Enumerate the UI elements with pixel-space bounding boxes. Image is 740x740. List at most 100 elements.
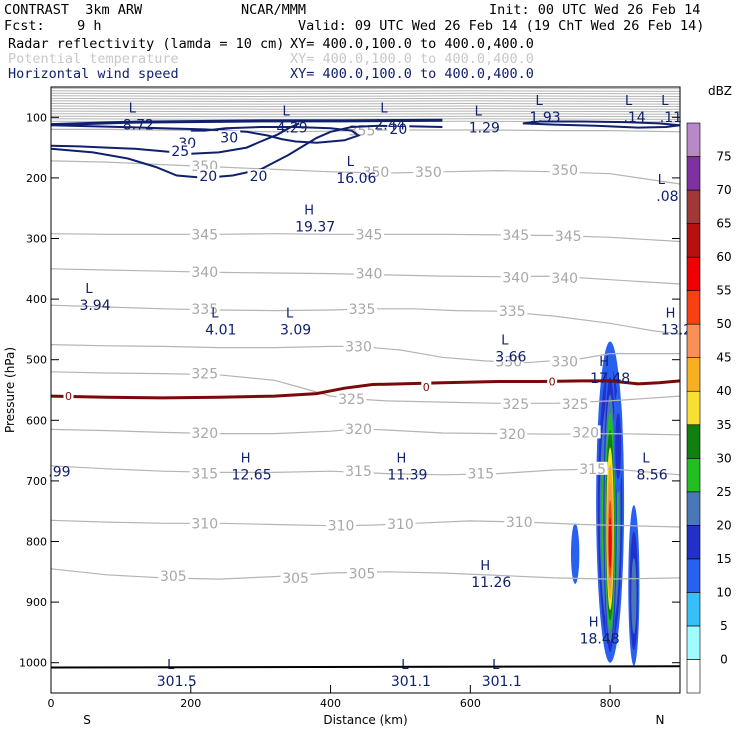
theta-label-335-2: 335 (499, 304, 526, 320)
colorbar-level-45: 45 (716, 351, 731, 365)
wind-label-bg-2-2 (387, 121, 410, 135)
field2-name: Potential temperature (8, 51, 179, 67)
extremum-value-8: .08 (656, 189, 678, 205)
extremum-value-13: 13.2 (661, 322, 692, 338)
theta-label-330-1: 330 (495, 355, 522, 371)
wind-label-20-2-2: 20 (389, 122, 407, 138)
theta-label-345-1: 345 (356, 227, 383, 243)
theta-band-line-12 (50, 118, 681, 120)
extremum-kind-8: L (658, 173, 666, 188)
extremum-value-16: 12.65 (232, 468, 272, 484)
theta-label-bg-305-0 (158, 569, 189, 583)
extremum-kind-2: L (380, 101, 388, 116)
theta-label-bg-315-1 (343, 464, 374, 478)
theta-label-305-0: 305 (160, 569, 187, 585)
theta-band-line-4 (50, 97, 681, 100)
theta-label-325-1: 325 (338, 392, 365, 408)
theta-label-330-0: 330 (345, 339, 372, 355)
extremum-value-19: 11.26 (471, 575, 511, 591)
colorbar-box-14 (686, 189, 701, 224)
y-tick-label-400: 400 (26, 293, 47, 306)
zero-line-layer: 0 0 0 (50, 375, 681, 403)
colorbar-units: dBZ (708, 84, 732, 98)
extremum-kind-14: L (501, 334, 509, 349)
field2-xy: XY= 400.0,100.0 to 400.0,400.0 (290, 51, 534, 67)
theta-label-bg-325-0 (189, 366, 220, 380)
y-tick-label-800: 800 (26, 536, 47, 549)
colorbar-level-75: 75 (716, 150, 731, 164)
theta-label-bg-310-1 (326, 518, 357, 532)
theta-contour-layer: 305 305 305 310 310 310 310 315 315 315 315 320 320 3… (50, 123, 681, 587)
theta-label-325-2: 325 (502, 397, 529, 413)
theta-label-350-2: 350 (415, 165, 442, 181)
zero-label-2: 0 (549, 376, 556, 389)
colorbar-box-3 (686, 558, 701, 593)
theta-label-bg-325-3 (560, 396, 591, 410)
extremum-value-11: 4.01 (205, 322, 236, 338)
theta-label-bg-325-1 (336, 392, 367, 406)
extremum-value-17: 11.39 (387, 468, 427, 484)
colorbar-level-50: 50 (716, 317, 731, 331)
wind-contour-30-0 (50, 124, 361, 144)
extremum-value-5: .14 (623, 110, 645, 126)
theta-label-340-3: 340 (551, 271, 578, 287)
extremum-value-3: 1.29 (469, 120, 500, 136)
theta-label-350-3: 350 (551, 163, 578, 179)
extremum-kind-5: L (625, 94, 633, 109)
wind-label-30-0-1: 30 (220, 130, 238, 146)
extremum-kind-15: H (599, 355, 609, 370)
wind-label-bg-1-0 (169, 144, 192, 158)
extremum-value-9: 19.37 (295, 219, 335, 235)
field1-xy: XY= 400.0,100.0 to 400.0,400.0 (290, 36, 534, 52)
reflectivity-cell-1-55 (608, 517, 612, 569)
zero-label-bg-2 (547, 375, 558, 387)
reflectivity-cell-4-15 (615, 412, 622, 480)
reflectivity-cell-3-10 (570, 523, 580, 584)
extremum-value-0: 8.72 (123, 117, 154, 133)
theta-label-bg-315-3 (577, 461, 608, 475)
y-tick-label-300: 300 (26, 233, 47, 246)
extremum-kind-1: L (282, 104, 290, 119)
theta-band-line-1 (50, 90, 681, 92)
extremum-kind-11: L (211, 306, 219, 321)
theta-label-bg-350-3 (549, 163, 580, 177)
theta-label-310-2: 310 (387, 517, 414, 533)
colorbar-level-5: 5 (720, 619, 728, 633)
extremum-kind-16: H (241, 452, 251, 467)
theta-label-bg-335-0 (189, 301, 220, 315)
extremum-value-12: 3.09 (280, 322, 311, 338)
theta-label-345-0: 345 (191, 227, 218, 243)
colorbar-box-6 (686, 457, 701, 493)
theta-label-bg-335-1 (347, 301, 378, 315)
extremum-value-21: 301.5 (157, 674, 197, 690)
wind-label-25-1-0: 25 (171, 144, 189, 160)
theta-contour-335 (50, 304, 681, 335)
colorbar-level-0: 0 (720, 652, 728, 666)
colorbar-box-8 (686, 390, 701, 426)
colorbar-level-30: 30 (716, 451, 731, 465)
theta-label-340-1: 340 (356, 267, 383, 283)
extremum-kind-12: L (286, 306, 294, 321)
extremum-value-23: 301.1 (482, 674, 522, 690)
theta-label-335-0: 335 (191, 302, 218, 318)
theta-label-bg-325-2 (500, 396, 531, 410)
theta-label-bg-345-3 (553, 229, 584, 243)
field3-xy: XY= 400.0,100.0 to 400.0,400.0 (290, 66, 534, 82)
extremum-value-10: 3.94 (79, 298, 110, 314)
theta-label-bg-320-3 (570, 425, 601, 439)
theta-label-bg-320-0 (189, 426, 220, 440)
theta-label-345-2: 345 (502, 228, 529, 244)
y-tick-label-700: 700 (26, 475, 47, 488)
colorbar-level-70: 70 (716, 183, 731, 197)
theta-label-305-1: 305 (282, 571, 309, 587)
theta-label-bg-330-0 (343, 339, 374, 353)
colorbar-level-65: 65 (716, 217, 731, 231)
theta-label-335-1: 335 (349, 302, 376, 318)
extremum-kind-17: H (397, 452, 407, 467)
extremum-value-7: 16.06 (336, 171, 376, 187)
colorbar-level-10: 10 (716, 585, 731, 599)
extremum-kind-13: H (666, 306, 676, 321)
extremum-value-1: 4.29 (277, 120, 308, 136)
theta-label-350-1: 350 (363, 165, 390, 181)
